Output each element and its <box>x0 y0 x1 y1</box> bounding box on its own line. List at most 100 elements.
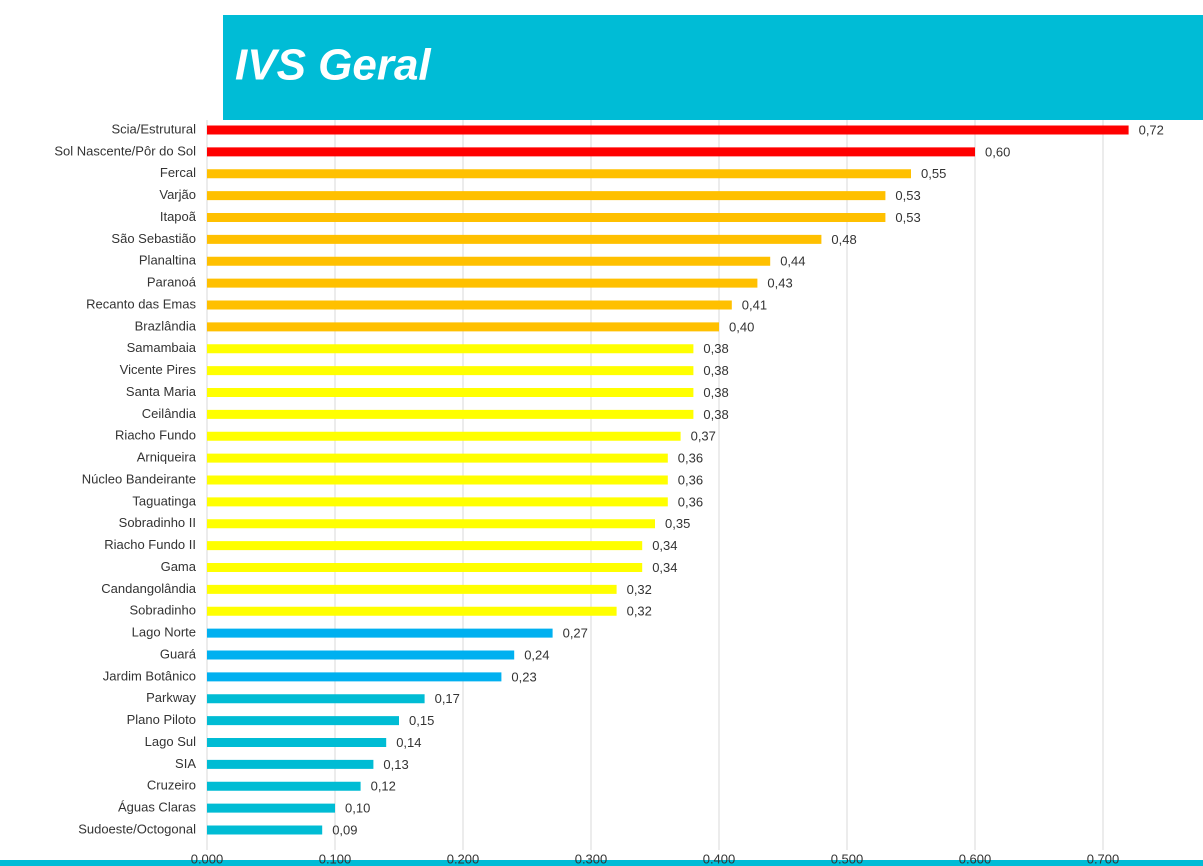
y-tick-label: Ceilândia <box>142 406 197 421</box>
bar <box>207 409 694 419</box>
data-label: 0,44 <box>780 254 805 269</box>
data-label: 0,38 <box>703 363 728 378</box>
data-label: 0,17 <box>435 691 460 706</box>
bar <box>207 738 387 747</box>
y-tick-label: São Sebastião <box>111 231 196 246</box>
bar <box>207 497 668 507</box>
data-label: 0,14 <box>396 735 421 750</box>
data-label: 0,12 <box>371 779 396 794</box>
y-tick-label: Núcleo Bandeirante <box>82 471 196 486</box>
data-label: 0,53 <box>895 188 920 203</box>
y-tick-label: Paranoá <box>147 275 197 290</box>
bar <box>207 584 617 594</box>
y-tick-label: Lago Norte <box>132 625 196 640</box>
data-label: 0,48 <box>831 232 856 247</box>
y-tick-label: Sol Nascente/Pôr do Sol <box>54 143 196 158</box>
title-banner <box>223 15 1203 120</box>
bar <box>207 344 694 354</box>
data-label: 0,36 <box>678 494 703 509</box>
bar <box>207 169 911 179</box>
y-tick-label: Guará <box>160 646 197 661</box>
bar <box>207 278 758 288</box>
bar <box>207 453 668 463</box>
y-tick-label: Recanto das Emas <box>86 296 196 311</box>
y-tick-label: Sobradinho II <box>119 515 196 530</box>
data-label: 0,09 <box>332 822 357 837</box>
data-label: 0,32 <box>627 604 652 619</box>
data-label: 0,72 <box>1139 122 1164 137</box>
bar <box>207 475 668 485</box>
y-tick-label: Samambaia <box>127 340 197 355</box>
x-tick-label: 0.300 <box>575 851 608 866</box>
y-tick-label: Santa Maria <box>126 384 197 399</box>
bar <box>207 606 617 616</box>
y-tick-label: Brazlândia <box>135 318 197 333</box>
data-label: 0,40 <box>729 319 754 334</box>
y-tick-label: Itapoã <box>160 209 197 224</box>
data-label: 0,27 <box>563 626 588 641</box>
data-label: 0,34 <box>652 538 677 553</box>
bar <box>207 322 719 332</box>
bar <box>207 825 323 835</box>
y-tick-label: Scia/Estrutural <box>111 121 196 136</box>
data-label: 0,15 <box>409 713 434 728</box>
data-label: 0,37 <box>691 429 716 444</box>
y-tick-label: Candangolândia <box>101 581 196 596</box>
data-label: 0,34 <box>652 560 677 575</box>
y-tick-label: Sobradinho <box>130 603 197 618</box>
x-tick-label: 0.500 <box>831 851 864 866</box>
bottom-band <box>0 860 1203 866</box>
bar <box>207 672 502 682</box>
y-tick-label: Águas Claras <box>118 800 197 815</box>
x-tick-label: 0.200 <box>447 851 480 866</box>
data-label: 0,41 <box>742 297 767 312</box>
y-tick-label: Lago Sul <box>145 734 196 749</box>
chart-title: IVS Geral <box>235 41 431 90</box>
data-label: 0,38 <box>703 385 728 400</box>
x-tick-label: 0.700 <box>1087 851 1120 866</box>
data-label: 0,55 <box>921 166 946 181</box>
bar <box>207 300 732 310</box>
bar <box>207 541 643 551</box>
y-tick-label: Parkway <box>146 690 196 705</box>
bar <box>207 803 335 813</box>
bar <box>207 234 822 244</box>
data-label: 0,32 <box>627 582 652 597</box>
bar <box>207 213 886 222</box>
data-label: 0,13 <box>383 757 408 772</box>
bar <box>207 628 553 638</box>
data-label: 0,38 <box>703 341 728 356</box>
data-label: 0,23 <box>511 669 536 684</box>
y-tick-label: Riacho Fundo II <box>104 537 196 552</box>
y-tick-label: Gama <box>161 559 197 574</box>
data-label: 0,36 <box>678 451 703 466</box>
y-tick-label: Taguatinga <box>132 493 196 508</box>
y-tick-label: Sudoeste/Octogonal <box>78 821 196 836</box>
bar <box>207 388 694 397</box>
bar <box>207 191 886 201</box>
bar <box>207 716 399 726</box>
y-tick-label: Vicente Pires <box>120 362 197 377</box>
data-label: 0,38 <box>703 407 728 422</box>
y-tick-label: Plano Piloto <box>127 712 196 727</box>
x-tick-label: 0.100 <box>319 851 352 866</box>
data-label: 0,60 <box>985 144 1010 159</box>
bar <box>207 759 374 769</box>
y-tick-label: Arniqueira <box>137 450 197 465</box>
data-label: 0,43 <box>767 276 792 291</box>
marks: 0,720,600,550,530,530,480,440,430,410,40… <box>207 122 1164 837</box>
bar <box>207 125 1129 135</box>
data-label: 0,53 <box>895 210 920 225</box>
y-tick-label: Varjão <box>159 187 196 202</box>
x-tick-label: 0.000 <box>191 851 224 866</box>
bar <box>207 366 694 376</box>
bar <box>207 519 655 529</box>
bar <box>207 694 425 704</box>
bar <box>207 781 361 791</box>
bar <box>207 650 515 660</box>
bar <box>207 147 975 157</box>
y-tick-label: Jardim Botânico <box>103 668 196 683</box>
y-tick-label: Fercal <box>160 165 196 180</box>
